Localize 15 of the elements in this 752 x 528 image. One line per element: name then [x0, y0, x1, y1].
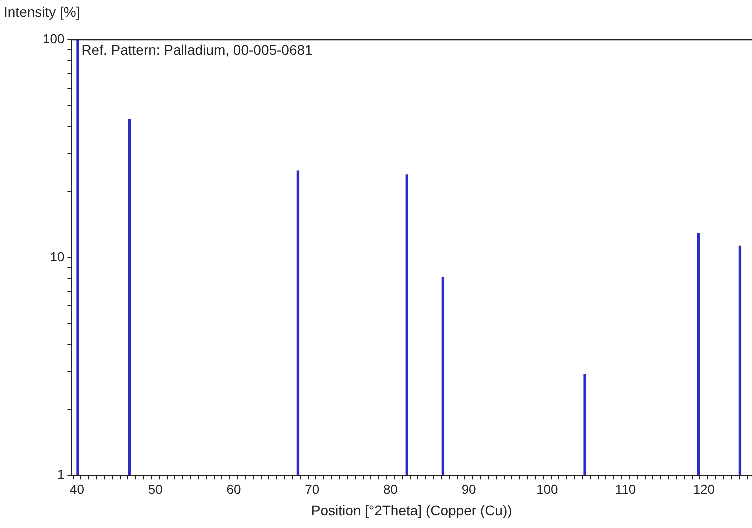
x-tick-label: 70: [305, 482, 320, 497]
annotation: Ref. Pattern: Palladium, 00-005-0681: [82, 42, 314, 58]
x-tick-label: 40: [70, 482, 84, 497]
y-tick-label: 1: [57, 467, 65, 482]
y-axis-title: Intensity [%]: [4, 4, 80, 20]
x-tick-label: 80: [383, 482, 398, 497]
x-tick-label: 60: [226, 482, 242, 497]
x-axis-title: Position [°2Theta] (Copper (Cu)): [311, 502, 512, 518]
y-tick-label: 100: [42, 32, 65, 47]
x-tick-label: 90: [462, 482, 476, 497]
x-tick-label: 50: [148, 482, 163, 497]
y-tick-label: 10: [50, 249, 65, 264]
x-tick-label: 120: [693, 482, 716, 497]
x-tick-label: 100: [536, 482, 558, 497]
x-tick-label: 110: [615, 482, 636, 497]
